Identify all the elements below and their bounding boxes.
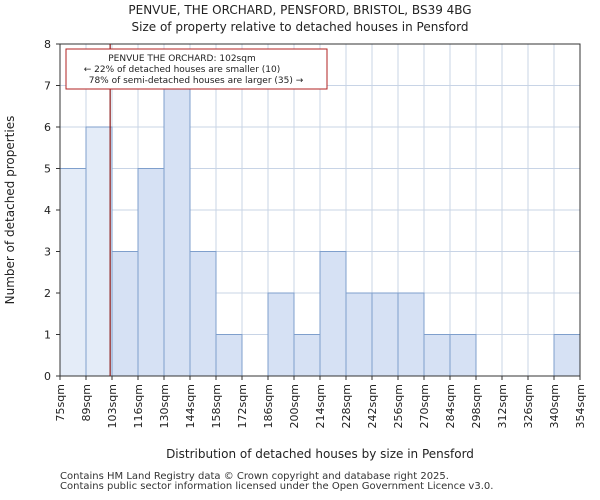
histogram-bar <box>423 334 451 377</box>
y-axis: 0 1 2 3 4 5 6 7 8 <box>44 38 60 383</box>
annotation-border <box>65 48 328 90</box>
y-tick-label: 2 <box>44 287 51 300</box>
histogram-bar <box>371 292 399 377</box>
x-tick-label: 172sqm <box>236 384 249 428</box>
footer-line-2: Contains public sector information licen… <box>60 481 494 492</box>
x-tick-label: 312sqm <box>496 384 509 428</box>
chart-title: PENVUE, THE ORCHARD, PENSFORD, BRISTOL, … <box>128 3 471 17</box>
y-tick-label: 6 <box>44 121 51 134</box>
y-tick-label: 0 <box>44 370 51 383</box>
x-tick-label: 75sqm <box>54 384 67 421</box>
histogram-bar <box>189 251 217 377</box>
histogram-bar <box>553 334 581 377</box>
y-axis-label: Number of detached properties <box>3 116 17 305</box>
histogram-bar <box>85 126 113 377</box>
annotation-line-3: 78% of semi-detached houses are larger (… <box>89 76 304 86</box>
annotation-line-2: ← 22% of detached houses are smaller (10… <box>84 65 281 75</box>
x-tick-label: 116sqm <box>132 384 145 428</box>
x-tick-label: 354sqm <box>574 384 587 428</box>
y-tick-label: 5 <box>44 163 51 176</box>
histogram-bar <box>163 85 191 377</box>
histogram-bar <box>111 251 139 377</box>
x-tick-label: 200sqm <box>288 384 301 428</box>
annotation-line-1: PENVUE THE ORCHARD: 102sqm <box>108 54 255 64</box>
x-tick-label: 158sqm <box>210 384 223 428</box>
chart-subtitle: Size of property relative to detached ho… <box>132 20 469 34</box>
x-axis: 75sqm 89sqm 103sqm 116sqm 130sqm 144sqm 158sqm… <box>54 376 587 428</box>
x-tick-label: 340sqm <box>548 384 561 428</box>
x-tick-label: 256sqm <box>392 384 405 428</box>
x-tick-label: 130sqm <box>158 384 171 428</box>
x-tick-label: 144sqm <box>184 384 197 428</box>
x-tick-label: 103sqm <box>106 384 119 428</box>
bars <box>59 85 581 377</box>
footer: Contains HM Land Registry data © Crown c… <box>60 472 493 492</box>
footer-line-1: Contains HM Land Registry data © Crown c… <box>60 471 449 482</box>
x-tick-label: 214sqm <box>314 384 327 428</box>
histogram-bar <box>397 292 425 377</box>
y-tick-label: 3 <box>44 246 51 259</box>
histogram-bar <box>319 251 347 377</box>
histogram-bar <box>137 168 165 377</box>
y-tick-label: 4 <box>44 204 51 217</box>
histogram-bar <box>345 292 373 377</box>
annotation-box: PENVUE THE ORCHARD: 102sqm ← 22% of deta… <box>65 48 328 90</box>
histogram-bar <box>215 334 243 377</box>
histogram-bar <box>267 292 295 377</box>
x-tick-label: 186sqm <box>262 384 275 428</box>
histogram-bar <box>59 168 87 377</box>
histogram-bar <box>293 334 321 377</box>
x-tick-label: 228sqm <box>340 384 353 428</box>
y-tick-label: 7 <box>44 80 51 93</box>
histogram-bar <box>449 334 477 377</box>
x-tick-label: 270sqm <box>418 384 431 428</box>
x-tick-label: 242sqm <box>366 384 379 428</box>
x-axis-label: Distribution of detached houses by size … <box>166 447 474 461</box>
y-tick-label: 1 <box>44 329 51 342</box>
x-tick-label: 89sqm <box>80 384 93 421</box>
x-tick-label: 326sqm <box>522 384 535 428</box>
y-tick-label: 8 <box>44 38 51 51</box>
x-tick-label: 284sqm <box>444 384 457 428</box>
x-tick-label: 298sqm <box>470 384 483 428</box>
